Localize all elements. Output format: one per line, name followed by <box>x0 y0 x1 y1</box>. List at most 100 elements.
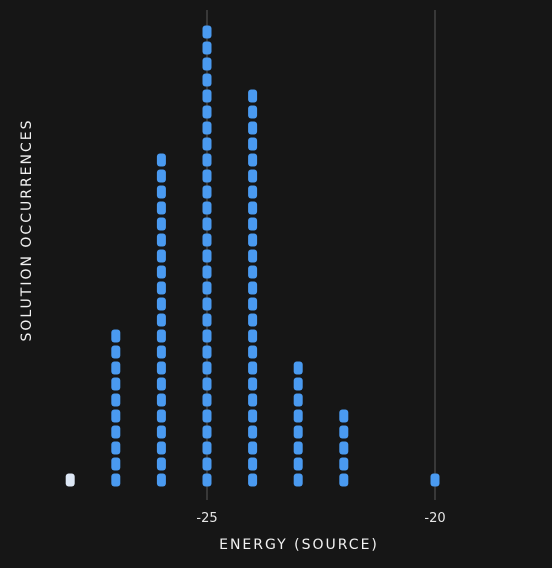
data-dot <box>111 345 121 359</box>
data-dot <box>156 233 166 247</box>
data-dot <box>111 441 121 455</box>
data-dot <box>248 393 258 407</box>
data-dot <box>248 185 258 199</box>
data-dot <box>156 425 166 439</box>
data-dot <box>202 201 212 215</box>
data-dot <box>111 425 121 439</box>
data-dot <box>111 361 121 375</box>
data-dot <box>248 329 258 343</box>
data-dot <box>202 297 212 311</box>
data-dot <box>156 185 166 199</box>
data-dot <box>156 281 166 295</box>
data-dot <box>111 377 121 391</box>
data-dot <box>248 345 258 359</box>
data-dot <box>156 265 166 279</box>
data-dot <box>248 217 258 231</box>
x-tick-label: -25 <box>196 511 217 526</box>
data-dot <box>248 361 258 375</box>
x-tick-label: -20 <box>424 511 445 526</box>
data-dot <box>202 233 212 247</box>
data-dots <box>65 25 440 487</box>
data-dot <box>202 457 212 471</box>
data-dot <box>248 265 258 279</box>
data-dot <box>156 473 166 487</box>
data-dot <box>202 265 212 279</box>
data-dot <box>202 409 212 423</box>
data-dot <box>156 201 166 215</box>
data-dot <box>293 393 303 407</box>
data-dot <box>339 457 349 471</box>
data-dot <box>65 473 75 487</box>
data-dot <box>202 73 212 87</box>
data-dot <box>248 89 258 103</box>
data-dot <box>248 153 258 167</box>
data-dot <box>248 425 258 439</box>
data-dot <box>156 345 166 359</box>
data-dot <box>156 393 166 407</box>
data-dot <box>248 169 258 183</box>
data-dot <box>248 281 258 295</box>
data-dot <box>248 201 258 215</box>
data-dot <box>111 457 121 471</box>
data-dot <box>339 409 349 423</box>
data-dot <box>156 377 166 391</box>
data-dot <box>111 473 121 487</box>
data-dot <box>202 41 212 55</box>
data-dot <box>202 249 212 263</box>
data-dot <box>248 441 258 455</box>
data-dot <box>248 409 258 423</box>
data-dot <box>202 345 212 359</box>
data-dot <box>202 185 212 199</box>
data-dot <box>111 329 121 343</box>
data-dot <box>156 153 166 167</box>
data-dot <box>293 409 303 423</box>
data-dot <box>248 105 258 119</box>
data-dot <box>202 281 212 295</box>
data-dot <box>202 377 212 391</box>
data-dot <box>156 169 166 183</box>
data-dot <box>111 409 121 423</box>
data-dot <box>156 297 166 311</box>
data-dot <box>156 361 166 375</box>
data-dot <box>248 313 258 327</box>
data-dot <box>202 329 212 343</box>
y-axis-title: SOLUTION OCCURRENCES <box>19 119 35 342</box>
data-dot <box>248 249 258 263</box>
data-dot <box>202 25 212 39</box>
data-dot <box>293 473 303 487</box>
data-dot <box>248 473 258 487</box>
data-dot <box>202 393 212 407</box>
data-dot <box>202 121 212 135</box>
data-dot <box>202 425 212 439</box>
data-dot <box>156 313 166 327</box>
data-dot <box>156 329 166 343</box>
data-dot <box>248 233 258 247</box>
data-dot <box>248 137 258 151</box>
data-dot <box>156 409 166 423</box>
gridlines <box>206 10 436 500</box>
data-dot <box>430 473 440 487</box>
data-dot <box>202 153 212 167</box>
x-tick-labels: -25 -20 <box>196 511 445 526</box>
data-dot <box>156 457 166 471</box>
data-dot <box>202 57 212 71</box>
data-dot <box>202 361 212 375</box>
data-dot <box>293 377 303 391</box>
data-dot <box>248 457 258 471</box>
data-dot <box>202 441 212 455</box>
data-dot <box>156 441 166 455</box>
data-dot <box>293 425 303 439</box>
data-dot <box>248 297 258 311</box>
data-dot <box>202 105 212 119</box>
data-dot <box>339 441 349 455</box>
data-dot <box>293 441 303 455</box>
data-dot <box>202 217 212 231</box>
data-dot <box>202 473 212 487</box>
data-dot <box>111 393 121 407</box>
data-dot <box>202 89 212 103</box>
data-dot <box>293 457 303 471</box>
x-axis-title: ENERGY (SOURCE) <box>219 537 379 553</box>
data-dot <box>202 313 212 327</box>
